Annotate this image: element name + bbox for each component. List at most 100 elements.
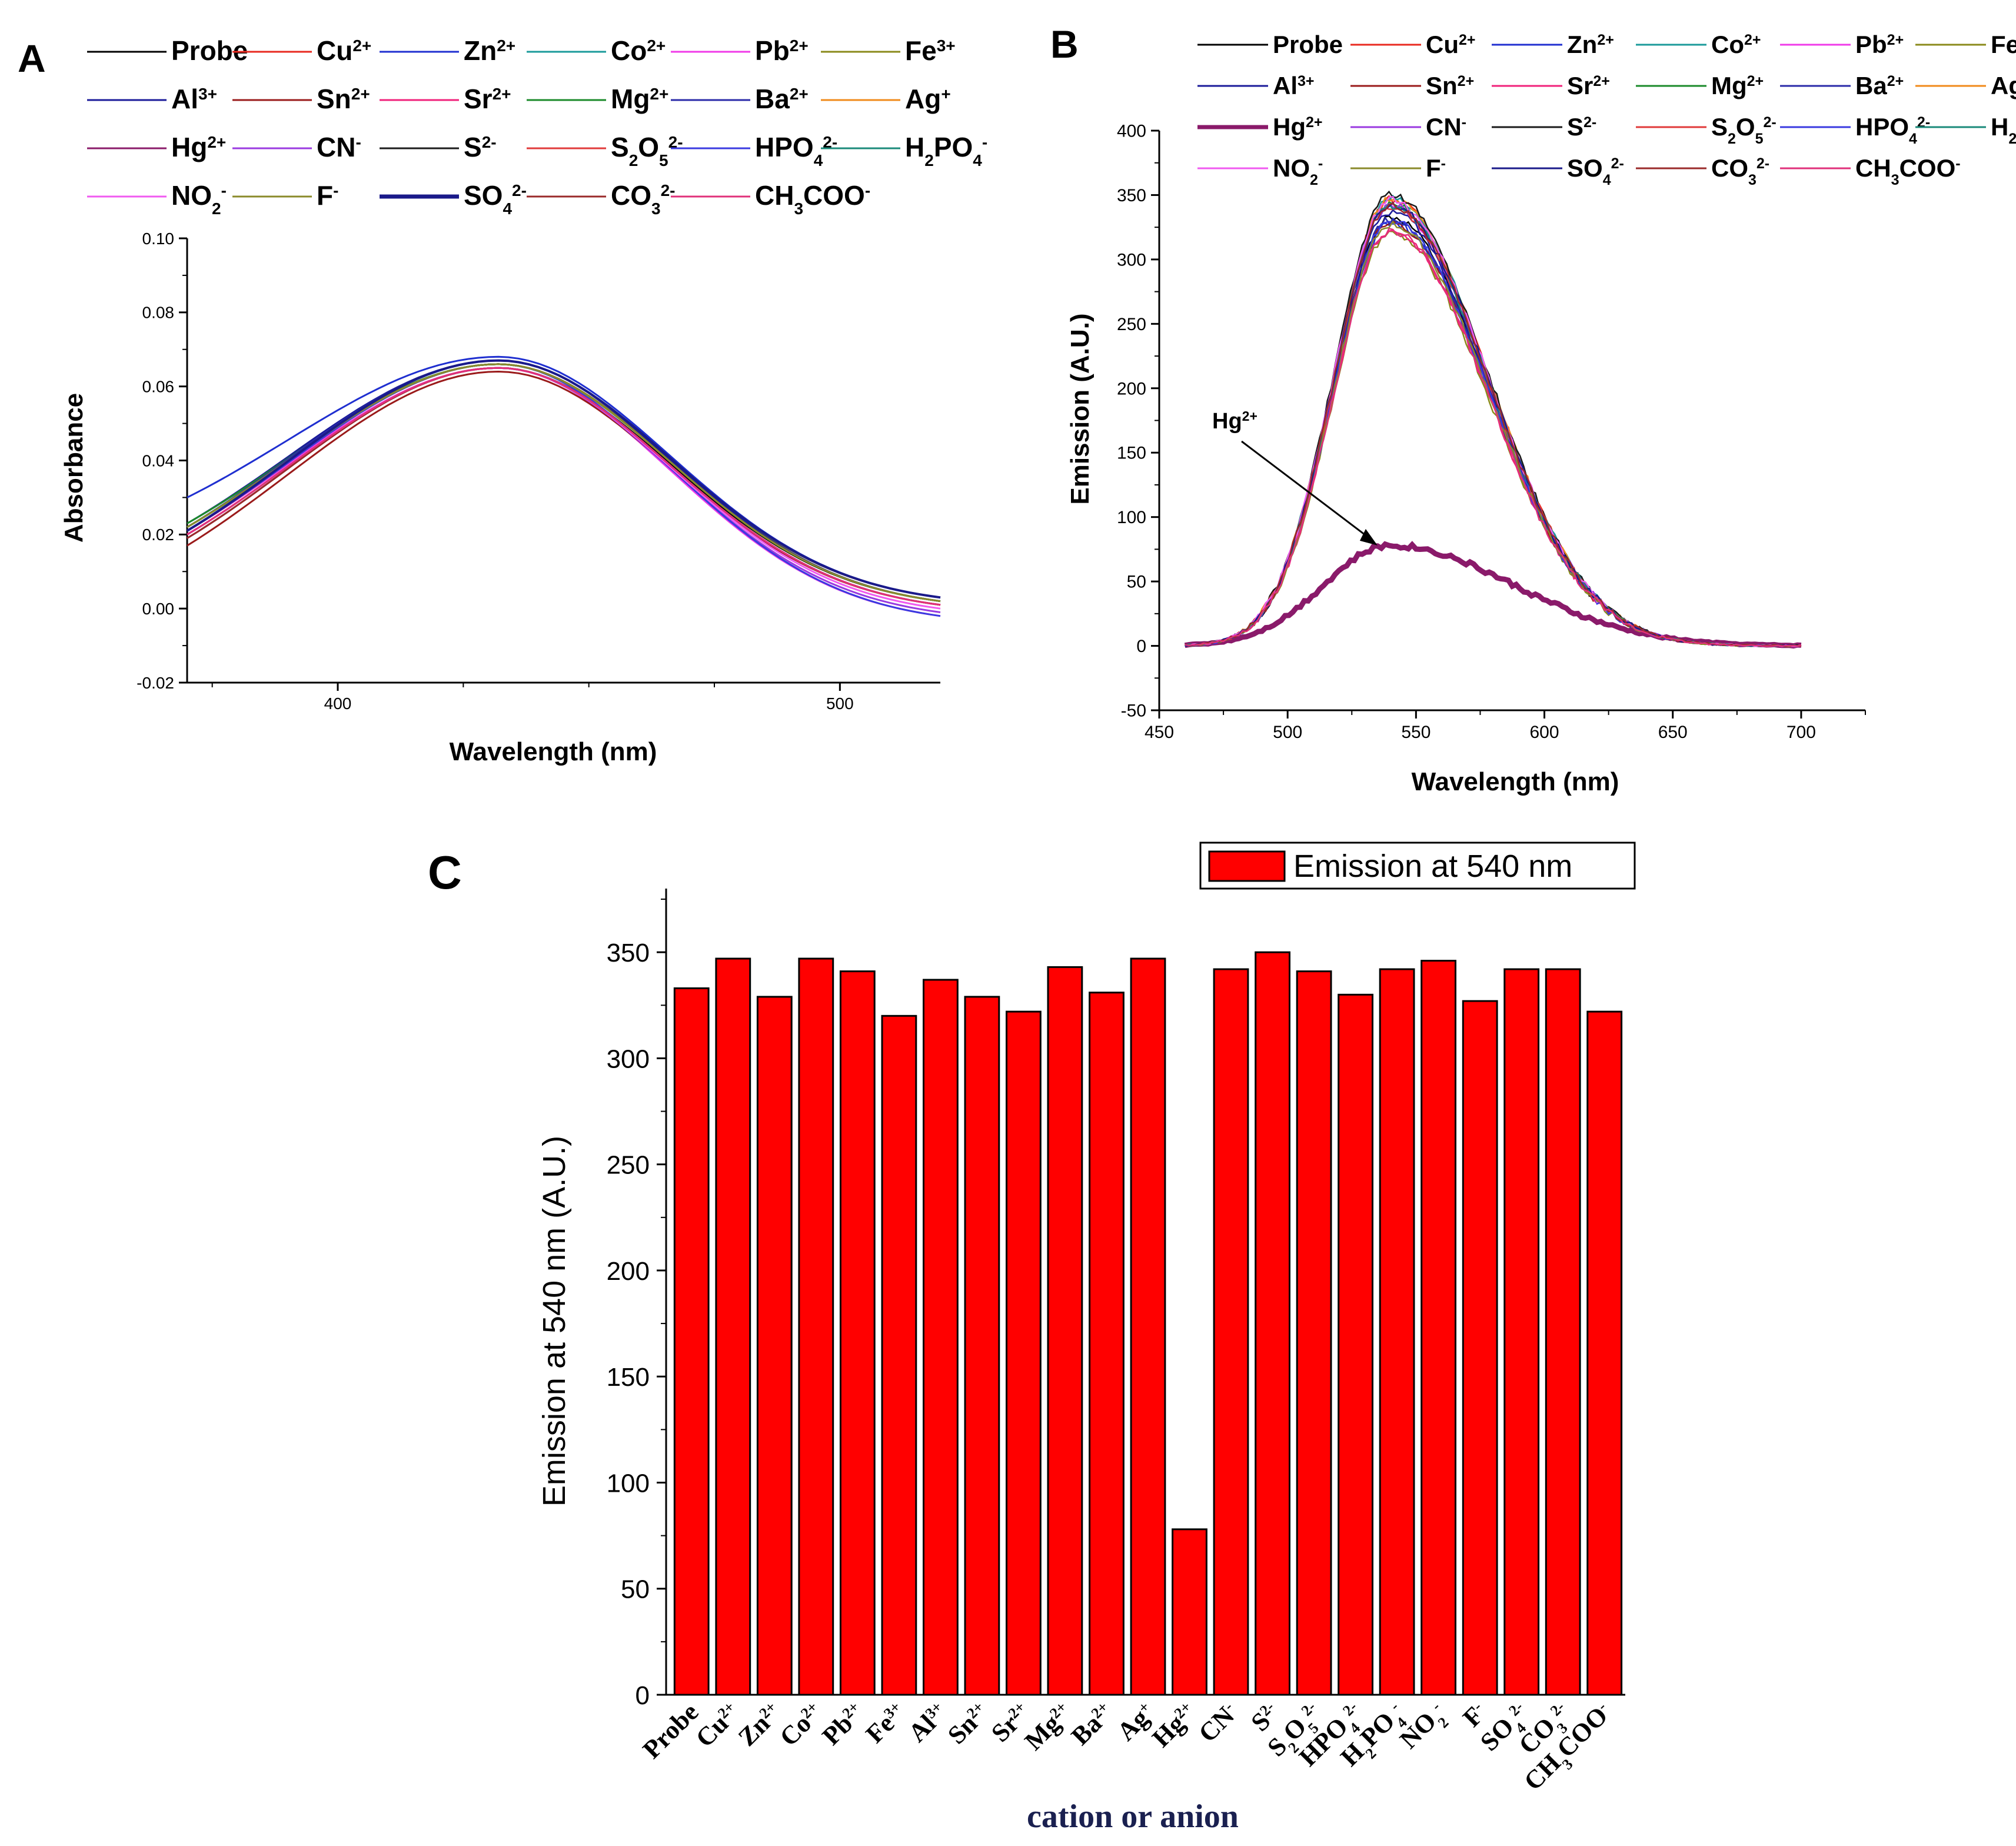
legend-a-label-8: Sr2+ (464, 84, 511, 114)
hg-annotation-arrowhead (1359, 528, 1378, 546)
axes-panel-a: -0.02 0.00 0.02 0.04 0.06 0.08 0.10 400 500 (137, 229, 940, 713)
emission-curve-Hg2+ (1184, 541, 1802, 649)
legend-panel-c: Emission at 540 nm (1199, 841, 1636, 890)
panel-b-xtick-label-1: 500 (1273, 723, 1302, 742)
legend-b-label-8: Sr2+ (1567, 72, 1610, 99)
bar-Sn2+ (964, 996, 1000, 1696)
legend-a-label-11: Ag+ (905, 84, 951, 114)
legend-b-label-17: H2PO4- (1991, 113, 2016, 147)
bar-CN- (1213, 968, 1249, 1696)
legend-a-label-1: Cu2+ (317, 35, 371, 66)
legend-b-label-10: Ba2+ (1855, 72, 1904, 99)
legend-a-label-4: Pb2+ (755, 35, 809, 66)
emission-curve-CH3COO- (1185, 227, 1802, 647)
legend-a-label-19: F- (317, 180, 338, 211)
legend-b-label-9: Mg2+ (1711, 72, 1764, 99)
panel-c-ytick-label-5: 250 (607, 1151, 650, 1180)
bar-Ba2+ (1089, 992, 1125, 1696)
legend-b-label-21: CO32- (1711, 154, 1769, 188)
panel-a-ytick-label-1: 0.00 (142, 600, 175, 618)
legend-panel-b: Probe Cu2+ Zn2+ Co2+ Pb2+ Fe3+ Al3+ Sn2+ Sr2+ Mg2… (1197, 31, 2016, 188)
hg-annotation: Hg2+ (1212, 408, 1378, 546)
hg-annotation-arrow (1241, 440, 1373, 542)
panel-b-ytick-label-9: 400 (1117, 122, 1146, 141)
panel-c-ytick-label-6: 300 (607, 1045, 650, 1073)
panel-b-ytick-label-6: 250 (1117, 315, 1146, 334)
legend-b-label-3: Co2+ (1711, 31, 1761, 58)
legend-a-label-12: Hg2+ (171, 132, 226, 162)
legend-b-label-15: S2O52- (1711, 113, 1777, 147)
panel-b-xtick-label-0: 450 (1145, 723, 1174, 742)
legend-b-label-2: Zn2+ (1567, 31, 1614, 58)
legend-b-label-19: F- (1426, 154, 1446, 182)
panel-label-b: B (1050, 22, 1079, 66)
panel-b-xtick-label-5: 700 (1787, 723, 1816, 742)
panel-b-xtick-label-4: 650 (1658, 723, 1688, 742)
legend-b-label-20: SO42- (1567, 154, 1624, 188)
panel-c-ytick-label-1: 50 (621, 1575, 650, 1604)
legend-b-label-22: CH3COO- (1855, 154, 1961, 188)
absorbance-curve-CH3COO- (187, 367, 941, 606)
panel-b-ytick-label-1: 0 (1136, 637, 1146, 656)
bars-panel-c (673, 951, 1623, 1696)
legend-b-label-5: Fe3+ (1991, 31, 2016, 58)
bar-SO42- (1503, 968, 1540, 1696)
ylabel-panel-b: Emission (A.U.) (1066, 313, 1095, 504)
legend-a-label-6: Al3+ (171, 84, 217, 114)
bar-Ag+ (1130, 957, 1166, 1696)
legend-b-label-4: Pb2+ (1855, 31, 1904, 58)
legend-a-label-22: CH3COO- (755, 180, 870, 218)
bar-H2PO4- (1379, 968, 1415, 1696)
bar-CH3COO- (1586, 1010, 1623, 1696)
legend-a-label-0: Probe (171, 35, 248, 66)
curves-panel-a (186, 355, 941, 617)
legend-a-label-15: S2O52- (611, 132, 683, 169)
panel-a-xtick-label-0: 400 (324, 694, 352, 713)
absorbance-curve-SO42- (186, 359, 941, 599)
panel-label-a: A (18, 36, 46, 80)
absorbance-curve-HPO42- (187, 363, 941, 617)
xlabel-panel-a: Wavelength (nm) (450, 737, 657, 766)
bar-Hg2+ (1172, 1528, 1207, 1696)
panel-a-ytick-label-0: -0.02 (137, 674, 174, 692)
panel-b-xtick-label-2: 550 (1401, 723, 1431, 742)
bar-S2O52- (1296, 970, 1332, 1696)
legend-a-label-5: Fe3+ (905, 35, 956, 66)
legend-a-label-7: Sn2+ (317, 84, 370, 114)
axes-panel-b: -50 0 50 100 150 200 250 300 350 400 450 500 550 600 6… (1117, 122, 1866, 742)
bar-F- (1462, 1000, 1498, 1696)
bar-Sr2+ (1006, 1010, 1042, 1696)
hg-annotation-label: Hg2+ (1212, 408, 1257, 434)
panel-c-ytick-label-2: 100 (607, 1469, 650, 1498)
bar-Pb2+ (839, 970, 876, 1696)
legend-a-label-20: SO42- (464, 180, 527, 218)
panel-c-ytick-label-3: 150 (607, 1363, 650, 1392)
panel-a-ytick-label-6: 0.10 (142, 229, 175, 248)
panel-b-ytick-label-5: 200 (1117, 379, 1146, 398)
legend-a-label-17: H2PO4- (905, 132, 987, 169)
legend-label: Emission at 540 nm (1293, 849, 1572, 884)
bar-Probe (673, 987, 710, 1696)
panel-a-xtick-label-1: 500 (826, 694, 854, 713)
legend-b-label-11: Ag+ (1991, 72, 2016, 99)
panel-a-ytick-label-2: 0.02 (142, 525, 175, 544)
legend-a-label-9: Mg2+ (611, 84, 668, 114)
legend-a-label-16: HPO42- (755, 132, 837, 169)
legend-a-label-21: CO32- (611, 180, 675, 218)
panel-b-ytick-label-7: 300 (1117, 250, 1146, 270)
panel-b-ytick-label-4: 150 (1117, 444, 1146, 463)
panel-c-ytick-label-4: 200 (607, 1257, 650, 1286)
panel-label-c: C (428, 846, 462, 899)
legend-b-label-0: Probe (1273, 31, 1343, 58)
legend-panel-a: Probe Cu2+ Zn2+ Co2+ Pb2+ Fe3+ Al3+ Sn2+ Sr2+ Mg2… (87, 35, 987, 218)
legend-a-label-14: S2- (464, 132, 497, 162)
bar-CO32- (1545, 968, 1581, 1696)
legend-a-label-13: CN- (317, 132, 361, 162)
ylabel-panel-c: Emission at 540 nm (A.U.) (537, 1136, 572, 1506)
curves-panel-b (1184, 190, 1802, 649)
legend-a-label-3: Co2+ (611, 35, 666, 66)
panel-a-ytick-label-3: 0.04 (142, 451, 175, 470)
bar-HPO42- (1338, 993, 1373, 1696)
panel-c-ytick-label-7: 350 (607, 939, 650, 967)
